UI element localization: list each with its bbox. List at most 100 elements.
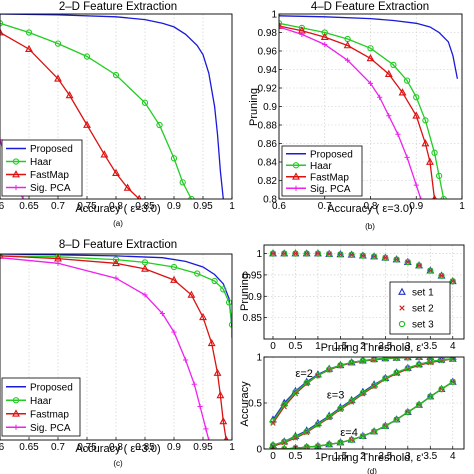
chart-panel-b: 0.6 0.7 0.8 0.9 1 0.8 0.82 0.84 0.86 0.88 0.9 0.92 0… — [248, 1, 465, 231]
data-point — [304, 250, 310, 257]
data-point — [281, 250, 288, 257]
x-tick-label: 0.65 — [19, 201, 39, 212]
x-tick-label: 1.5 — [333, 451, 347, 462]
data-point — [211, 277, 218, 285]
data-point — [123, 183, 132, 191]
x-tick-label: 1.5 — [333, 341, 347, 352]
data-point — [207, 338, 216, 347]
x-tick-label: 0.5 — [289, 451, 303, 462]
data-point — [393, 256, 400, 263]
y-axis-label: Pruning — [248, 88, 260, 126]
data-point — [337, 251, 344, 258]
series-line-2 — [272, 357, 453, 422]
x-axis-label: Pruning Threshold, ε' — [321, 342, 424, 354]
data-point — [426, 157, 434, 165]
x-axis-label: Pruning Threshold, ε' — [321, 452, 424, 464]
x-tick-label: 0.9 — [409, 201, 423, 212]
legend-label: Haar — [30, 157, 52, 168]
data-point — [270, 420, 276, 426]
data-point — [337, 405, 344, 412]
data-point — [348, 436, 355, 443]
legend-label: set 1 — [412, 288, 434, 299]
x-tick-label: 0 — [270, 451, 276, 462]
data-point — [55, 260, 61, 266]
series-line-1 — [0, 255, 232, 325]
legend-marker — [292, 162, 300, 169]
data-point — [100, 150, 109, 158]
legend-marker — [292, 172, 300, 180]
data-point — [393, 256, 400, 263]
x-tick-label: 0.8 — [109, 201, 123, 212]
x-tick-label: 0.7 — [51, 442, 65, 453]
series-line-0 — [279, 15, 459, 79]
data-point — [337, 362, 344, 369]
data-point — [431, 149, 438, 156]
y-tick-label: 0.8 — [263, 195, 277, 206]
x-tick-label: 1 — [229, 442, 235, 453]
data-point — [438, 272, 445, 279]
data-point — [390, 61, 397, 69]
data-point — [206, 437, 212, 440]
data-point — [367, 80, 374, 86]
data-point — [0, 28, 4, 36]
y-tick-label: 0.94 — [258, 65, 278, 76]
data-point — [326, 250, 333, 258]
data-point — [393, 357, 400, 362]
x-tick-label: 3.5 — [423, 451, 437, 462]
data-point — [371, 253, 377, 260]
annotation-label: ε=4 — [340, 427, 357, 439]
x-tick-label: 2.5 — [378, 341, 392, 352]
y-tick-label: 0.84 — [258, 158, 278, 169]
data-point — [303, 379, 310, 386]
y-tick-label: 1 — [256, 353, 262, 364]
data-point — [348, 251, 355, 258]
data-point — [370, 253, 378, 260]
data-point — [187, 290, 196, 298]
legend-marker — [12, 409, 20, 417]
data-point — [348, 359, 355, 366]
data-point — [393, 369, 400, 376]
series-line-2 — [0, 255, 227, 440]
data-point — [314, 250, 322, 257]
x-tick-label: 3 — [405, 341, 411, 352]
x-tick-label: 1 — [315, 341, 321, 352]
data-point — [199, 312, 207, 321]
x-tick-label: 4 — [450, 341, 456, 352]
legend-box — [1, 377, 81, 437]
data-point — [403, 77, 411, 84]
data-point — [449, 378, 456, 385]
legend-label: Proposed — [30, 144, 73, 155]
x-tick-label: 2 — [360, 341, 366, 352]
data-point — [326, 366, 333, 373]
data-point — [219, 417, 228, 425]
x-tick-label: 4 — [450, 451, 456, 462]
x-tick-label: 0.65 — [19, 442, 39, 453]
data-point — [337, 439, 344, 446]
legend-label: Proposed — [310, 149, 353, 160]
y-tick-label: 1 — [256, 249, 262, 260]
data-point — [382, 375, 389, 382]
data-point — [326, 413, 333, 420]
data-point — [415, 357, 423, 361]
data-point — [413, 182, 419, 188]
data-point — [54, 74, 62, 82]
data-point — [382, 422, 389, 430]
y-axis-label: Pruning — [239, 273, 251, 311]
x-tick-label: .6 — [0, 442, 5, 453]
data-point — [345, 57, 351, 63]
legend-label: Sig. PCA — [310, 184, 351, 195]
legend: Proposed Haar Fastmap Sig. PCA — [1, 377, 81, 437]
data-point — [279, 20, 283, 27]
data-point — [292, 388, 299, 396]
data-point — [112, 258, 120, 267]
data-point — [156, 121, 163, 129]
data-point — [112, 71, 120, 79]
data-point — [159, 310, 165, 317]
data-point — [427, 357, 433, 360]
legend-marker — [398, 287, 406, 295]
legend-label: set 3 — [412, 320, 434, 331]
